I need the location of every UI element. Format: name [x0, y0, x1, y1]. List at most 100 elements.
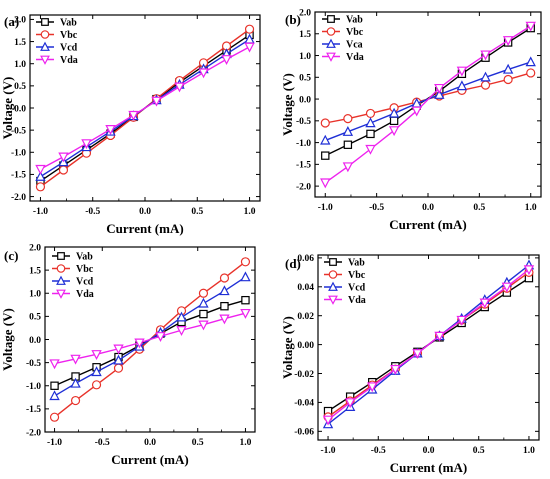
legend-marker — [41, 18, 49, 26]
series-line — [327, 268, 530, 421]
data-point — [35, 164, 46, 175]
data-point — [503, 74, 513, 85]
data-point — [241, 295, 250, 305]
x-tick-label: -1.0 — [321, 446, 336, 456]
x-tick-label: -0.5 — [95, 438, 110, 448]
legend-entry: Vcd — [348, 283, 366, 294]
series-line — [325, 61, 531, 142]
data-point — [113, 344, 124, 355]
legend-marker — [328, 295, 338, 305]
data-point — [501, 282, 513, 293]
legend-entry: Vbc — [76, 264, 94, 275]
y-tick-label: 2.0 — [14, 16, 26, 26]
data-point — [50, 381, 59, 390]
data-point — [434, 89, 445, 99]
data-point — [198, 297, 209, 308]
data-point — [155, 332, 166, 342]
y-tick-label: -1.5 — [11, 171, 26, 181]
data-point — [105, 125, 116, 135]
data-point — [70, 354, 81, 365]
y-tick-label: 0.5 — [14, 82, 26, 92]
data-point — [58, 152, 69, 163]
legend-entry: Vda — [60, 55, 78, 66]
data-point — [240, 257, 251, 267]
data-point — [199, 309, 208, 319]
legend-entry: Vca — [346, 40, 363, 51]
legend-marker — [40, 30, 50, 39]
data-point — [320, 134, 331, 145]
data-point — [49, 412, 60, 422]
series-vda — [322, 265, 535, 426]
data-point — [70, 395, 81, 406]
data-point — [49, 359, 60, 370]
legend-marker — [326, 38, 336, 48]
legend-entry: Vda — [76, 289, 94, 300]
y-tick-label: 0.0 — [29, 336, 41, 346]
x-tick-label: -0.5 — [371, 446, 386, 456]
y-tick-label: -0.02 — [294, 370, 314, 380]
data-point — [365, 117, 376, 128]
panel-a: -1.0 -0.5 0.0 0.5 1.0 -2.0 -1.5 -1.0 -0.5 0.0 0.5 1… — [0, 14, 261, 236]
x-axis-label: Current (mA) — [390, 460, 467, 475]
data-point — [70, 377, 81, 388]
series-line — [324, 25, 532, 184]
data-point — [525, 21, 536, 32]
data-point — [322, 415, 334, 426]
data-point — [388, 107, 400, 118]
legend-entry: Vab — [60, 18, 77, 29]
data-point — [366, 129, 375, 139]
data-point — [321, 151, 330, 160]
data-point — [388, 126, 400, 137]
legend-entry: Vcd — [76, 277, 94, 288]
series-vda — [49, 308, 251, 370]
y-tick-label: -0.5 — [11, 126, 26, 136]
legend-entry: Vda — [346, 52, 364, 63]
legend-entry: Vab — [348, 258, 365, 269]
y-tick-label: 1.5 — [29, 266, 41, 276]
x-tick-label: 1.0 — [525, 203, 537, 213]
data-point — [456, 66, 468, 77]
data-point — [151, 96, 162, 107]
y-tick-label: 0.0 — [14, 104, 26, 114]
data-point — [389, 116, 399, 126]
y-tick-label: 0.00 — [297, 341, 314, 351]
y-axis-label: Voltage (V) — [280, 316, 295, 379]
legend-marker — [328, 281, 338, 291]
legend-marker — [56, 264, 66, 273]
y-tick-label: -1.0 — [26, 382, 41, 392]
data-point — [320, 118, 330, 128]
x-tick-label: -1.0 — [33, 207, 48, 217]
data-point — [240, 308, 251, 319]
panel-c: -1.0 -0.5 0.0 0.5 1.0 -2.0 -1.5 -1.0 -0.5 0.0 0.5 1… — [0, 243, 256, 467]
y-tick-label: -2.0 — [26, 428, 41, 438]
series-line — [54, 299, 246, 387]
y-tick-label: 0.5 — [29, 313, 41, 323]
data-point — [523, 265, 535, 276]
x-tick-label: 0.0 — [144, 438, 156, 448]
y-tick-label: -0.5 — [296, 117, 311, 127]
data-point — [244, 42, 255, 53]
series-vca — [320, 56, 536, 145]
series-vda — [320, 21, 536, 189]
x-tick-label: 0.0 — [422, 203, 434, 213]
y-tick-label: -0.5 — [26, 359, 41, 369]
data-point — [49, 390, 60, 401]
panel-label: (c) — [4, 248, 18, 263]
x-tick-label: 0.5 — [191, 207, 203, 217]
legend-entry: Vab — [346, 15, 363, 26]
data-point — [434, 331, 445, 342]
x-axis-label: Current (mA) — [111, 452, 188, 467]
y-tick-label: 2.0 — [299, 8, 311, 18]
legend-entry: Vcd — [60, 43, 78, 54]
y-tick-label: -2.0 — [11, 193, 26, 203]
data-point — [91, 366, 102, 377]
y-axis-label: Voltage (V) — [280, 73, 295, 136]
data-point — [176, 311, 187, 322]
x-tick-label: -1.0 — [47, 438, 62, 448]
series-vab — [50, 295, 250, 390]
data-point — [198, 320, 209, 331]
data-point — [91, 350, 102, 360]
